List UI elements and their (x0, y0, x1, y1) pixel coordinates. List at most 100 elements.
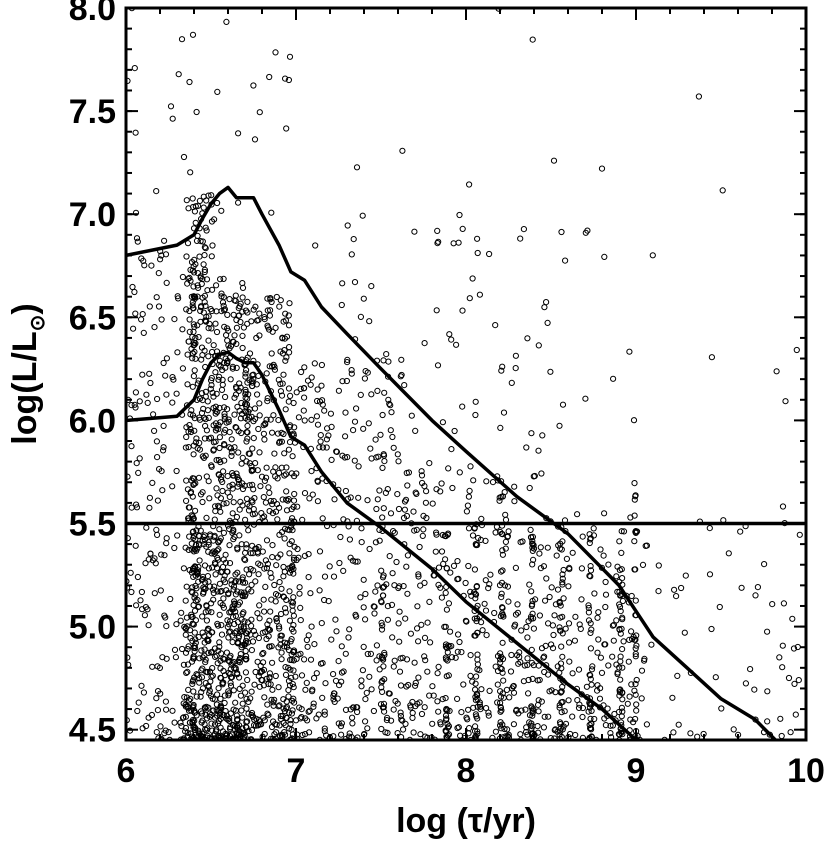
data-point (250, 306, 257, 313)
data-point (540, 563, 548, 570)
data-point (227, 679, 234, 686)
data-point (588, 720, 595, 727)
data-point (242, 386, 249, 393)
data-point (601, 510, 608, 517)
data-point (419, 532, 426, 540)
data-point (283, 125, 290, 132)
data-point (281, 708, 288, 715)
data-point (517, 539, 524, 546)
data-point (214, 547, 221, 554)
data-point (789, 615, 796, 622)
data-point (478, 515, 485, 523)
data-point (362, 590, 369, 598)
data-point (578, 565, 586, 572)
data-point (291, 490, 298, 498)
data-point (288, 726, 295, 733)
data-point (232, 699, 239, 706)
data-point (132, 389, 139, 396)
data-point (594, 649, 601, 656)
data-point (216, 639, 223, 646)
data-point (146, 370, 153, 377)
data-point (626, 348, 633, 355)
data-point (247, 695, 254, 702)
data-point (542, 642, 549, 650)
data-point (282, 664, 289, 671)
data-point (240, 609, 247, 616)
data-point (257, 662, 264, 670)
data-point (625, 658, 632, 665)
data-point (421, 579, 428, 587)
data-point (214, 199, 221, 207)
data-point (129, 283, 136, 291)
data-point (203, 602, 210, 609)
data-point (602, 578, 609, 586)
data-point (543, 299, 550, 306)
scatter-group-1 (211, 275, 252, 740)
data-point (184, 381, 191, 388)
data-point (482, 577, 489, 584)
data-point (558, 699, 565, 706)
data-point (170, 376, 177, 383)
data-point (333, 448, 340, 455)
data-point (374, 387, 381, 394)
data-point (382, 489, 389, 496)
data-point (587, 645, 595, 652)
data-point (240, 625, 247, 632)
data-point (285, 312, 292, 319)
data-point (466, 295, 473, 302)
data-point (223, 649, 230, 656)
data-point (472, 632, 479, 639)
data-point (238, 541, 245, 548)
data-point (290, 565, 297, 573)
data-point (414, 625, 421, 632)
data-point (269, 363, 276, 370)
data-point (163, 540, 170, 547)
data-point (279, 732, 286, 739)
data-point (628, 592, 635, 600)
data-point (278, 438, 285, 445)
data-point (631, 687, 638, 694)
data-point (292, 673, 299, 680)
data-point (738, 584, 745, 591)
data-point (188, 428, 195, 436)
data-point (193, 108, 200, 116)
data-point (159, 487, 166, 494)
data-point (595, 609, 602, 616)
data-point (147, 550, 154, 557)
data-point (678, 584, 685, 592)
data-point (192, 507, 199, 514)
data-point (255, 317, 262, 324)
data-point (199, 654, 206, 661)
data-point (472, 590, 479, 597)
data-point (492, 322, 499, 329)
data-point (267, 570, 274, 577)
data-point (584, 227, 591, 234)
data-point (217, 657, 224, 664)
data-point (394, 451, 401, 458)
data-point (171, 316, 178, 323)
data-point (271, 450, 278, 457)
data-point (205, 548, 212, 555)
data-point (257, 562, 264, 569)
data-point (421, 634, 429, 642)
data-point (496, 582, 504, 589)
data-point (191, 341, 198, 348)
data-point (252, 303, 259, 310)
data-point (366, 318, 373, 325)
data-point (426, 460, 433, 467)
data-point (231, 444, 238, 451)
data-point (191, 546, 198, 553)
data-point (234, 588, 241, 595)
data-point (161, 552, 168, 559)
data-point (178, 723, 185, 730)
data-point (256, 449, 263, 456)
data-point (135, 699, 142, 706)
data-point (478, 686, 485, 693)
data-point (435, 581, 442, 589)
data-point (476, 291, 483, 298)
data-point (481, 600, 488, 607)
data-point (421, 340, 428, 347)
data-point (587, 629, 594, 637)
data-point (214, 691, 221, 698)
data-point (321, 728, 328, 735)
